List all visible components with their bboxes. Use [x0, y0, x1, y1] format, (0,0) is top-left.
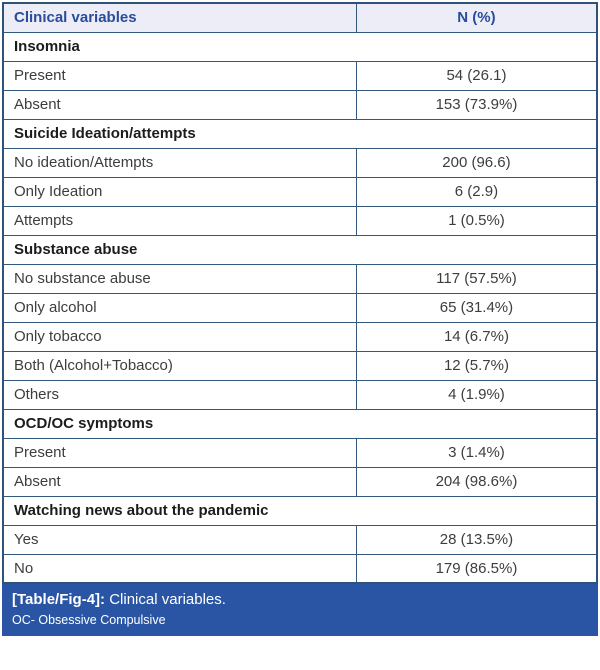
value-cell: 6 (2.9)	[355, 176, 598, 207]
table-fig-label: [Table/Fig-4]:	[12, 591, 106, 608]
table-row: Only alcohol 65 (31.4%)	[2, 292, 598, 323]
table-row: Absent 153 (73.9%)	[2, 89, 598, 120]
table-row: Yes 28 (13.5%)	[2, 524, 598, 555]
section-row-watching-news: Watching news about the pandemic	[2, 495, 598, 526]
section-title: OCD/OC symptoms	[2, 408, 598, 439]
variable-cell: No ideation/Attempts	[2, 147, 357, 178]
value-cell: 204 (98.6%)	[355, 466, 598, 497]
value-cell: 4 (1.9%)	[355, 379, 598, 410]
variable-cell: Yes	[2, 524, 357, 555]
table-row: Both (Alcohol+Tobacco) 12 (5.7%)	[2, 350, 598, 381]
table-row: Present 3 (1.4%)	[2, 437, 598, 468]
variable-cell: Absent	[2, 466, 357, 497]
section-row-suicide: Suicide Ideation/attempts	[2, 118, 598, 149]
variable-cell: No substance abuse	[2, 263, 357, 294]
section-title: Watching news about the pandemic	[2, 495, 598, 526]
variable-cell: Present	[2, 437, 357, 468]
variable-cell: Attempts	[2, 205, 357, 236]
header-clinical-variables: Clinical variables	[2, 2, 357, 33]
value-cell: 1 (0.5%)	[355, 205, 598, 236]
value-cell: 12 (5.7%)	[355, 350, 598, 381]
variable-cell: No	[2, 553, 357, 584]
table-header-row: Clinical variables N (%)	[2, 2, 598, 33]
value-cell: 3 (1.4%)	[355, 437, 598, 468]
value-cell: 153 (73.9%)	[355, 89, 598, 120]
section-row-ocd: OCD/OC symptoms	[2, 408, 598, 439]
variable-cell: Only alcohol	[2, 292, 357, 323]
table-caption-band: [Table/Fig-4]: Clinical variables. OC- O…	[2, 584, 598, 636]
table-row: No ideation/Attempts 200 (96.6)	[2, 147, 598, 178]
table-row: Only Ideation 6 (2.9)	[2, 176, 598, 207]
table-row: Only tobacco 14 (6.7%)	[2, 321, 598, 352]
value-cell: 117 (57.5%)	[355, 263, 598, 294]
value-cell: 179 (86.5%)	[355, 553, 598, 584]
value-cell: 28 (13.5%)	[355, 524, 598, 555]
value-cell: 65 (31.4%)	[355, 292, 598, 323]
value-cell: 200 (96.6)	[355, 147, 598, 178]
table-row: Present 54 (26.1)	[2, 60, 598, 91]
table-row: No substance abuse 117 (57.5%)	[2, 263, 598, 294]
table-footnote: OC- Obsessive Compulsive	[12, 613, 166, 627]
variable-cell: Both (Alcohol+Tobacco)	[2, 350, 357, 381]
variable-cell: Only tobacco	[2, 321, 357, 352]
table-row: Absent 204 (98.6%)	[2, 466, 598, 497]
value-cell: 14 (6.7%)	[355, 321, 598, 352]
variable-cell: Present	[2, 60, 357, 91]
table-row: Attempts 1 (0.5%)	[2, 205, 598, 236]
table-caption: [Table/Fig-4]: Clinical variables.	[12, 590, 588, 610]
variable-cell: Only Ideation	[2, 176, 357, 207]
header-n-percent: N (%)	[355, 2, 598, 33]
variable-cell: Others	[2, 379, 357, 410]
value-cell: 54 (26.1)	[355, 60, 598, 91]
table-row: Others 4 (1.9%)	[2, 379, 598, 410]
section-row-insomnia: Insomnia	[2, 31, 598, 62]
variable-cell: Absent	[2, 89, 357, 120]
table-row: No 179 (86.5%)	[2, 553, 598, 584]
section-title: Substance abuse	[2, 234, 598, 265]
section-title: Insomnia	[2, 31, 598, 62]
table-caption-text: Clinical variables.	[105, 591, 226, 608]
section-title: Suicide Ideation/attempts	[2, 118, 598, 149]
clinical-variables-table: Clinical variables N (%) Insomnia Presen…	[2, 2, 598, 584]
section-row-substance-abuse: Substance abuse	[2, 234, 598, 265]
